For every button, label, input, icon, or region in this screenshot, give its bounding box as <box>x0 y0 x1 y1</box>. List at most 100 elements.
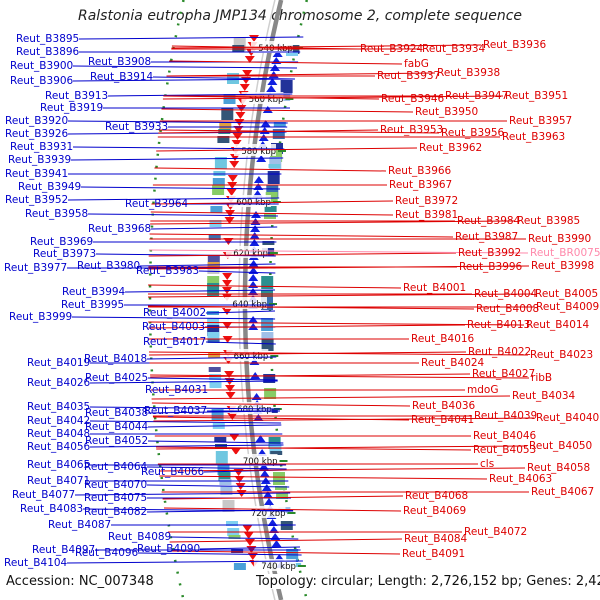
gene-label-right[interactable]: Reut_B3924 <box>360 43 424 55</box>
gene-label-left[interactable]: Reut_B3933 <box>105 121 168 133</box>
gene-label-left[interactable]: Reut_B3939 <box>8 154 71 166</box>
gene-label-left[interactable]: Reut_B4083 <box>20 503 83 515</box>
gene-label-right[interactable]: Reut_B4072 <box>464 526 527 538</box>
gene-label-left[interactable]: Reut_B4077 <box>12 489 75 501</box>
gene-label-left[interactable]: Reut_B4037 <box>144 405 207 417</box>
gene-label-right[interactable]: Reut_B4013 <box>467 319 530 331</box>
gene-label-left[interactable]: Reut_B3895 <box>16 33 79 45</box>
gene-label-left[interactable]: Reut_B4087 <box>48 519 111 531</box>
gene-label-right[interactable]: Reut_B3972 <box>395 195 458 207</box>
gene-label-left[interactable]: Reut_B3995 <box>61 299 124 311</box>
gene-label-right[interactable]: Reut_B4024 <box>421 357 485 369</box>
gene-label-right[interactable]: cls <box>480 458 494 470</box>
gene-label-left[interactable]: Reut_B3900 <box>10 60 73 72</box>
gene-label-right[interactable]: Reut_B4067 <box>531 486 594 498</box>
gene-label-left[interactable]: Reut_B4064 <box>84 461 148 473</box>
gene-label-left[interactable]: Reut_B4071 <box>27 475 90 487</box>
gene-label-right[interactable]: Reut_B4039 <box>474 410 537 422</box>
gene-label-left[interactable]: Reut_B3949 <box>18 181 81 193</box>
gene-label-left[interactable]: Reut_B4002 <box>143 307 206 319</box>
gene-label-right[interactable]: Reut_B4014 <box>526 319 590 331</box>
gene-label-right[interactable]: Reut_B3950 <box>415 106 478 118</box>
gene-label-right[interactable]: Reut_B4008 <box>476 303 539 315</box>
gene-label-left[interactable]: Reut_B4089 <box>108 531 171 543</box>
gene-label-right[interactable]: Reut_B4016 <box>411 333 475 345</box>
gene-label-left[interactable]: Reut_B4003 <box>142 321 205 333</box>
gene-label-left[interactable]: Reut_B3973 <box>33 248 96 260</box>
gene-label-left[interactable]: Reut_B4070 <box>84 479 147 491</box>
gene-label-left[interactable]: Reut_B4019 <box>27 357 90 369</box>
gene-label-left[interactable]: Reut_B4082 <box>84 506 147 518</box>
gene-label-left[interactable]: Reut_B3926 <box>5 128 69 140</box>
gene-label-right[interactable]: ribB <box>531 372 552 384</box>
gene-label-left[interactable]: Reut_B4056 <box>27 441 91 453</box>
gene-label-right[interactable]: Reut_B3985 <box>517 215 580 227</box>
gene-label-left[interactable]: Reut_B3958 <box>25 208 88 220</box>
gene-label-right[interactable]: Reut_B3936 <box>483 39 547 51</box>
gene-label-left[interactable]: Reut_B3999 <box>9 311 72 323</box>
gene-label-left[interactable]: Reut_B3913 <box>45 90 108 102</box>
gene-label-right[interactable]: Reut_B3981 <box>395 209 458 221</box>
gene-label-right[interactable]: Reut_B4027 <box>472 368 535 380</box>
gene-label-right[interactable]: Reut_B4034 <box>512 390 576 402</box>
gene-label-right[interactable]: Reut_B3934 <box>422 43 486 55</box>
gene-label-right[interactable]: Reut_B3996 <box>459 261 523 273</box>
gene-label-right[interactable]: Reut_B3953 <box>380 124 443 136</box>
gene-label-left[interactable]: Reut_B4018 <box>84 353 147 365</box>
gene-label-right[interactable]: Reut_B4023 <box>530 349 593 361</box>
gene-label-right[interactable]: Reut_B3992 <box>458 247 521 259</box>
gene-label-right[interactable]: Reut_B4004 <box>474 288 538 300</box>
gene-label-right[interactable]: Reut_B3987 <box>455 231 518 243</box>
gene-label-left[interactable]: Reut_B4035 <box>27 401 90 413</box>
gene-label-left[interactable]: Reut_B4026 <box>27 377 91 389</box>
gene-label-left[interactable]: Reut_B4104 <box>4 557 68 569</box>
gene-label-right[interactable]: Reut_B4053 <box>473 444 536 456</box>
gene-label-right[interactable]: Reut_B4040 <box>536 412 599 424</box>
gene-label-left[interactable]: Reut_B4038 <box>85 407 148 419</box>
gene-label-right[interactable]: Reut_B4036 <box>412 400 476 412</box>
gene-label-right[interactable]: Reut_B4041 <box>411 414 474 426</box>
gene-label-left[interactable]: Reut_B4065 <box>27 459 90 471</box>
gene-label-left[interactable]: Reut_B4075 <box>84 492 147 504</box>
gene-label-left[interactable]: Reut_B3908 <box>88 56 151 68</box>
gene-label-left[interactable]: Reut_B4090 <box>137 543 200 555</box>
gene-label-right[interactable]: fabG <box>404 58 429 70</box>
gene-label-left[interactable]: Reut_B4017 <box>143 336 206 348</box>
gene-label-left[interactable]: Reut_B3964 <box>125 198 189 210</box>
gene-label-left[interactable]: Reut_B3931 <box>10 141 73 153</box>
gene-label-left[interactable]: Reut_B4042 <box>27 415 90 427</box>
gene-label-left[interactable]: Reut_B4048 <box>27 428 90 440</box>
gene-label-right[interactable]: Reut_B3957 <box>509 115 572 127</box>
gene-label-left[interactable]: Reut_B3914 <box>90 71 154 83</box>
gene-label-right[interactable]: Reut_B4022 <box>468 346 531 358</box>
gene-label-left[interactable]: Reut_B3983 <box>136 265 199 277</box>
gene-label-left[interactable]: Reut_B4044 <box>85 421 149 433</box>
gene-label-right[interactable]: Reut_B4069 <box>403 505 466 517</box>
gene-label-left[interactable]: Reut_B3980 <box>77 260 140 272</box>
gene-label-left[interactable]: Reut_B3977 <box>4 262 67 274</box>
gene-label-right[interactable]: mdoG <box>467 384 498 396</box>
gene-label-left[interactable]: Reut_B3896 <box>16 46 80 58</box>
gene-label-left[interactable]: Reut_B3994 <box>62 286 126 298</box>
gene-label-right[interactable]: Reut_B3951 <box>505 90 568 102</box>
gene-label-left[interactable]: Reut_B3919 <box>40 102 103 114</box>
gene-label-right[interactable]: Reut_B4058 <box>527 462 590 474</box>
gene-label-left[interactable]: Reut_B3969 <box>30 236 93 248</box>
gene-label-right[interactable]: Reut_B4068 <box>405 490 468 502</box>
gene-label-left[interactable]: Reut_B4031 <box>145 384 208 396</box>
gene-label-left[interactable]: Reut_B4052 <box>85 435 148 447</box>
gene-label-left[interactable]: Reut_B3941 <box>5 168 68 180</box>
gene-label-right[interactable]: Reut_B3963 <box>502 131 565 143</box>
gene-label-right[interactable]: Reut_B4084 <box>404 533 468 545</box>
gene-label-left[interactable]: Reut_B4096 <box>75 547 139 559</box>
gene-label-right[interactable]: Reut_B4009 <box>536 301 599 313</box>
gene-label-left[interactable]: Reut_B4066 <box>141 466 205 478</box>
gene-label-right[interactable]: Reut_B3990 <box>528 233 591 245</box>
gene-label-right[interactable]: Reut_B3962 <box>419 142 482 154</box>
gene-label-right[interactable]: Reut_B3966 <box>388 165 452 177</box>
gene-label-right[interactable]: Reut_B3998 <box>531 260 594 272</box>
gene-label-left[interactable]: Reut_B3952 <box>5 194 68 206</box>
gene-label-right[interactable]: Reut_B3946 <box>381 93 445 105</box>
gene-label-right[interactable]: Reut_B3937 <box>377 70 440 82</box>
gene-label-right[interactable]: Reut_B4046 <box>473 430 537 442</box>
